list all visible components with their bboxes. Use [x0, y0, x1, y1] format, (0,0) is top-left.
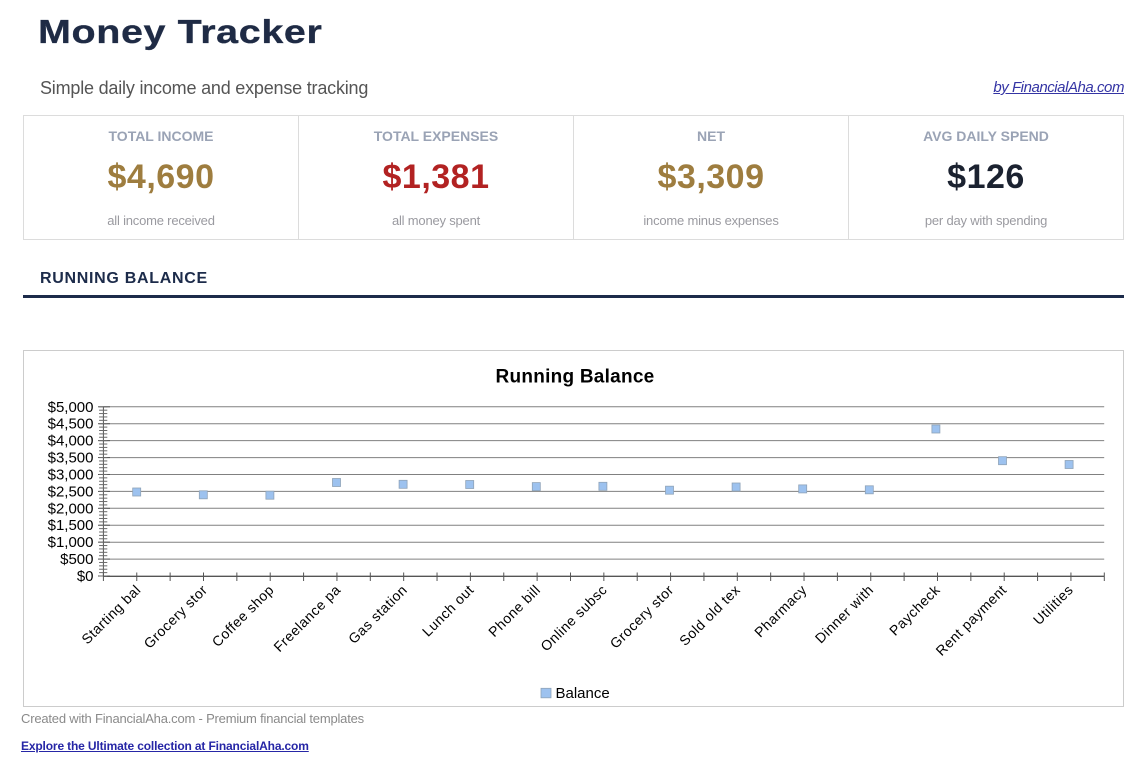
- svg-text:Pharmacy: Pharmacy: [751, 582, 810, 641]
- svg-text:Dinner with: Dinner with: [812, 582, 877, 647]
- svg-text:$500: $500: [60, 551, 93, 568]
- svg-text:$0: $0: [77, 568, 94, 585]
- svg-text:$5,000: $5,000: [48, 399, 94, 416]
- svg-text:Phone bill: Phone bill: [485, 582, 543, 640]
- svg-text:Gas station: Gas station: [345, 582, 410, 647]
- svg-text:$1,000: $1,000: [48, 534, 94, 551]
- svg-text:$2,500: $2,500: [48, 483, 94, 500]
- svg-text:Utilities: Utilities: [1030, 582, 1076, 628]
- svg-text:Lunch out: Lunch out: [419, 582, 477, 640]
- svg-text:$1,500: $1,500: [48, 517, 94, 534]
- svg-text:$4,500: $4,500: [48, 416, 94, 433]
- svg-text:Grocery stor: Grocery stor: [140, 582, 210, 652]
- svg-text:Online subsc: Online subsc: [537, 582, 610, 655]
- svg-text:Running Balance: Running Balance: [496, 367, 655, 388]
- svg-text:Grocery stor: Grocery stor: [607, 582, 677, 652]
- svg-text:Sold old tex: Sold old tex: [676, 582, 743, 649]
- svg-text:Starting bal: Starting bal: [78, 582, 144, 648]
- svg-text:$3,500: $3,500: [48, 450, 94, 467]
- svg-text:$2,000: $2,000: [48, 500, 94, 517]
- svg-text:Rent payment: Rent payment: [932, 582, 1009, 659]
- svg-text:Freelance pa: Freelance pa: [270, 582, 343, 655]
- svg-text:$3,000: $3,000: [48, 467, 94, 484]
- svg-text:$4,000: $4,000: [48, 433, 94, 450]
- svg-text:Balance: Balance: [556, 685, 610, 702]
- svg-text:Paycheck: Paycheck: [886, 581, 943, 638]
- svg-text:Coffee shop: Coffee shop: [209, 582, 277, 650]
